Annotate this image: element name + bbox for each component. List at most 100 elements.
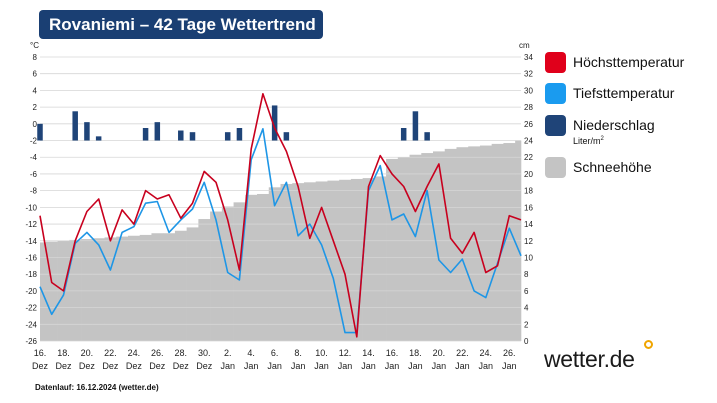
x-tick-day: 2. [224, 348, 232, 358]
precip-bar [412, 111, 419, 141]
snow-depth-bar [257, 193, 270, 341]
legend-swatch-high [545, 52, 566, 73]
y-tick-right: 10 [524, 253, 533, 262]
snow-depth-bar [163, 233, 176, 341]
y-tick-right: 20 [524, 170, 533, 179]
precip-bar [72, 111, 78, 141]
y-tick-right: 18 [524, 187, 533, 196]
footer-data-run: Datenlauf: 16.12.2024 (wetter.de) [35, 383, 159, 392]
x-tick-day: 18. [57, 348, 70, 358]
x-tick-day: 20. [81, 348, 94, 358]
snow-depth-bar [374, 176, 387, 341]
y-tick-left: -18 [25, 270, 37, 279]
snow-depth-bar [280, 183, 293, 341]
x-tick-month: Jan [244, 361, 259, 371]
y-tick-left: 6 [33, 70, 38, 79]
precip-bar [142, 128, 149, 141]
y-tick-right: 4 [524, 304, 529, 313]
y-tick-right: 24 [524, 137, 533, 146]
precip-bar [271, 105, 278, 141]
y-tick-right: 6 [524, 287, 529, 296]
x-tick-month: Jan [314, 361, 329, 371]
y-tick-left: -26 [25, 337, 37, 346]
snow-depth-bar [409, 154, 422, 341]
x-tick-day: 26. [151, 348, 164, 358]
y-tick-right: 32 [524, 70, 533, 79]
snow-depth-bar [303, 182, 316, 341]
precip-bar [283, 132, 290, 141]
snow-depth-bar [268, 187, 281, 341]
legend-swatch-snow [545, 157, 566, 178]
y-tick-left: -10 [25, 203, 37, 212]
x-tick-day: 8. [294, 348, 302, 358]
precip-bar [400, 128, 407, 141]
y-tick-left: 2 [33, 103, 38, 112]
x-tick-day: 24. [480, 348, 493, 358]
snow-depth-bar [127, 235, 141, 341]
x-tick-day: 28. [175, 348, 188, 358]
x-tick-day: 22. [104, 348, 117, 358]
precip-bar [424, 132, 430, 141]
snow-depth-bar [139, 234, 152, 341]
snow-depth-bar [397, 157, 410, 341]
y-tick-left: -20 [25, 287, 37, 296]
x-tick-month: Dez [55, 361, 72, 371]
y-tick-right: 14 [524, 220, 533, 229]
y-tick-right: 2 [524, 320, 529, 329]
x-tick-month: Dez [149, 361, 166, 371]
snow-depth-bar [479, 145, 492, 341]
snow-depth-bar [245, 194, 258, 341]
x-tick-day: 26. [503, 348, 516, 358]
x-tick-month: Jan [291, 361, 306, 371]
x-tick-month: Jan [432, 361, 447, 371]
y-tick-left: 4 [33, 86, 38, 95]
y-tick-right: 30 [524, 86, 533, 95]
y-tick-left: -8 [30, 187, 38, 196]
y-tick-left: -2 [30, 137, 38, 146]
x-tick-day: 6. [271, 348, 279, 358]
precip-bar [178, 130, 184, 141]
y-axis-label-right: cm [519, 41, 530, 50]
y-tick-left: -14 [25, 237, 37, 246]
brand-dot-icon [644, 340, 653, 349]
y-tick-left: -6 [30, 170, 38, 179]
x-tick-month: Jan [455, 361, 470, 371]
y-axis-label-left: °C [30, 41, 39, 50]
low-temp-line [39, 128, 522, 334]
y-tick-right: 0 [524, 337, 529, 346]
snow-depth-bar [468, 146, 481, 341]
snow-depth-bar [315, 181, 328, 341]
y-tick-right: 12 [524, 237, 533, 246]
snow-depth-bar [491, 143, 504, 341]
y-tick-right: 22 [524, 153, 533, 162]
snow-depth-bar [116, 236, 129, 341]
x-tick-month: Dez [126, 361, 143, 371]
x-tick-month: Jan [479, 361, 494, 371]
x-tick-month: Jan [502, 361, 517, 371]
snow-depth-bar [198, 219, 211, 341]
precip-bar [154, 122, 161, 141]
legend-swatch-low [545, 83, 566, 104]
y-tick-right: 34 [524, 53, 533, 62]
snow-depth-bar [503, 143, 516, 341]
x-tick-day: 16. [386, 348, 399, 358]
precip-bar [236, 128, 243, 141]
x-tick-month: Dez [102, 361, 119, 371]
x-tick-day: 16. [34, 348, 47, 358]
page-title: Rovaniemi – 42 Tage Wettertrend [49, 15, 316, 34]
high-temp-line [39, 93, 522, 338]
y-tick-left: -24 [25, 320, 37, 329]
snow-depth-bar [81, 239, 94, 341]
legend-label-low: Tiefsttemperatur [573, 85, 675, 101]
y-tick-left: -12 [25, 220, 37, 229]
snow-depth-bar [339, 179, 352, 341]
title-banner: Rovaniemi – 42 Tage Wettertrend [39, 10, 323, 39]
x-tick-day: 14. [362, 348, 375, 358]
x-tick-month: Dez [32, 361, 49, 371]
x-tick-day: 12. [339, 348, 352, 358]
y-tick-right: 28 [524, 103, 533, 112]
snow-depth-bar [186, 227, 199, 341]
snow-depth-bar [69, 239, 82, 341]
precip-bar [37, 123, 43, 141]
